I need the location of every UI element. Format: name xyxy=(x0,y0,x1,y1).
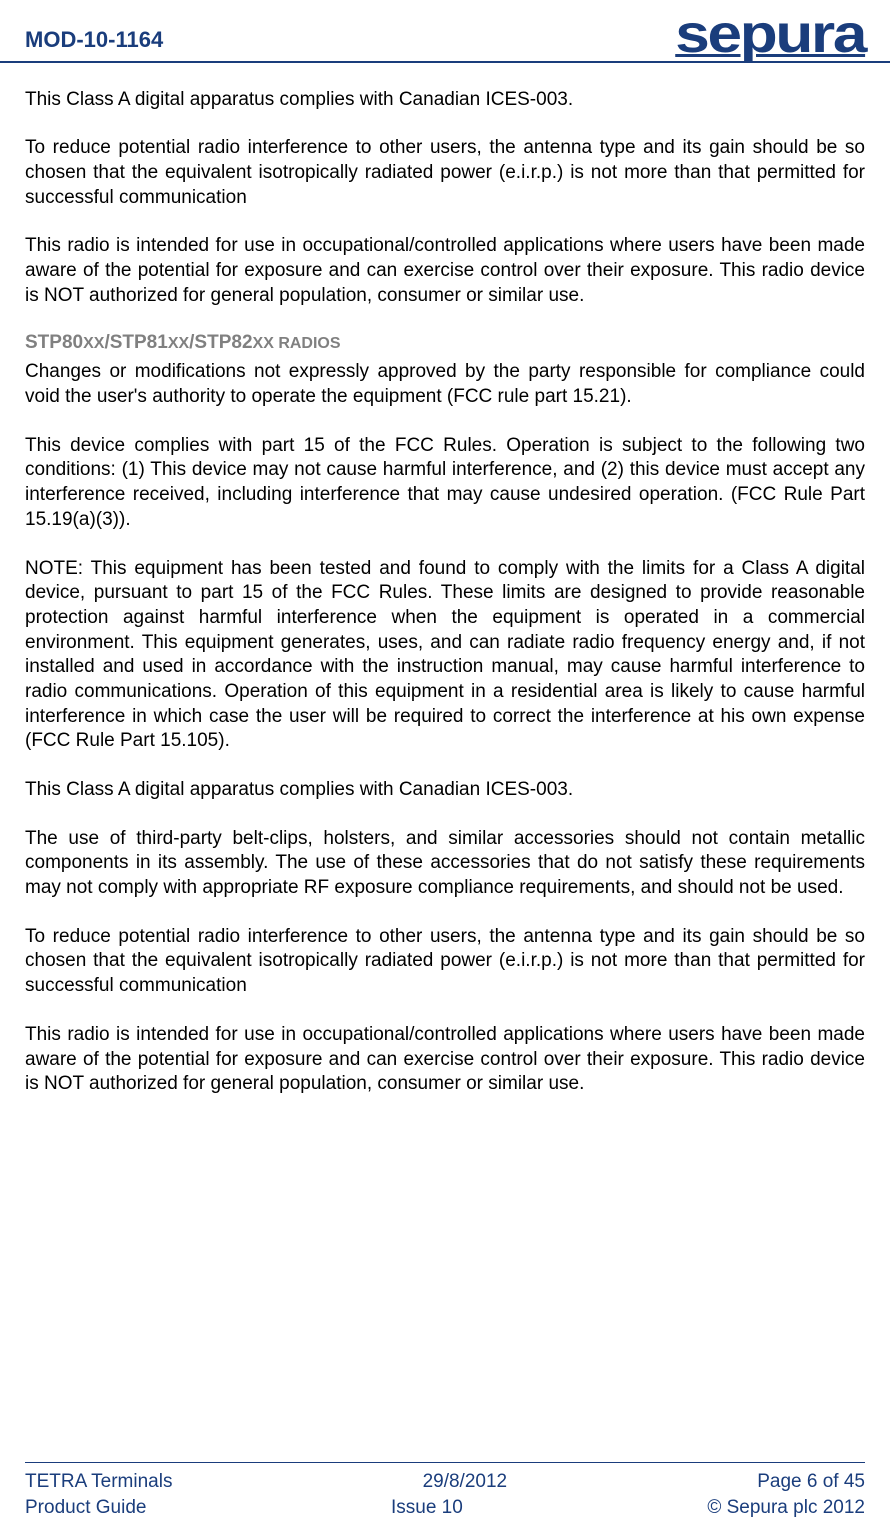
paragraph: This Class A digital apparatus complies … xyxy=(25,778,865,803)
paragraph: This radio is intended for use in occupa… xyxy=(25,234,865,308)
footer-product-line2: Product Guide xyxy=(25,1495,146,1522)
paragraph: The use of third-party belt-clips, holst… xyxy=(25,827,865,901)
document-id: MOD-10-1164 xyxy=(25,27,163,61)
footer-page-number: Page 6 of 45 xyxy=(757,1469,865,1496)
sepura-logo: sepura xyxy=(675,10,865,61)
footer-row-2: Product Guide Issue 10 © Sepura plc 2012 xyxy=(25,1495,865,1522)
footer-row-1: TETRA Terminals 29/8/2012 Page 6 of 45 xyxy=(25,1469,865,1496)
paragraph: This radio is intended for use in occupa… xyxy=(25,1023,865,1097)
footer-date: 29/8/2012 xyxy=(423,1469,508,1496)
footer-issue: Issue 10 xyxy=(391,1495,463,1522)
paragraph: This Class A digital apparatus complies … xyxy=(25,88,865,113)
paragraph: To reduce potential radio interference t… xyxy=(25,925,865,999)
footer-product-line1: TETRA Terminals xyxy=(25,1469,172,1496)
page-header: MOD-10-1164 sepura xyxy=(0,0,890,63)
paragraph: NOTE: This equipment has been tested and… xyxy=(25,557,865,755)
document-body: This Class A digital apparatus complies … xyxy=(0,88,890,1097)
paragraph: This device complies with part 15 of the… xyxy=(25,434,865,533)
paragraph: Changes or modifications not expressly a… xyxy=(25,360,865,409)
section-heading: STP80XX/STP81XX/STP82XX RADIOS xyxy=(25,332,865,354)
footer-copyright: © Sepura plc 2012 xyxy=(707,1495,865,1522)
paragraph: To reduce potential radio interference t… xyxy=(25,136,865,210)
page-footer: TETRA Terminals 29/8/2012 Page 6 of 45 P… xyxy=(25,1462,865,1522)
